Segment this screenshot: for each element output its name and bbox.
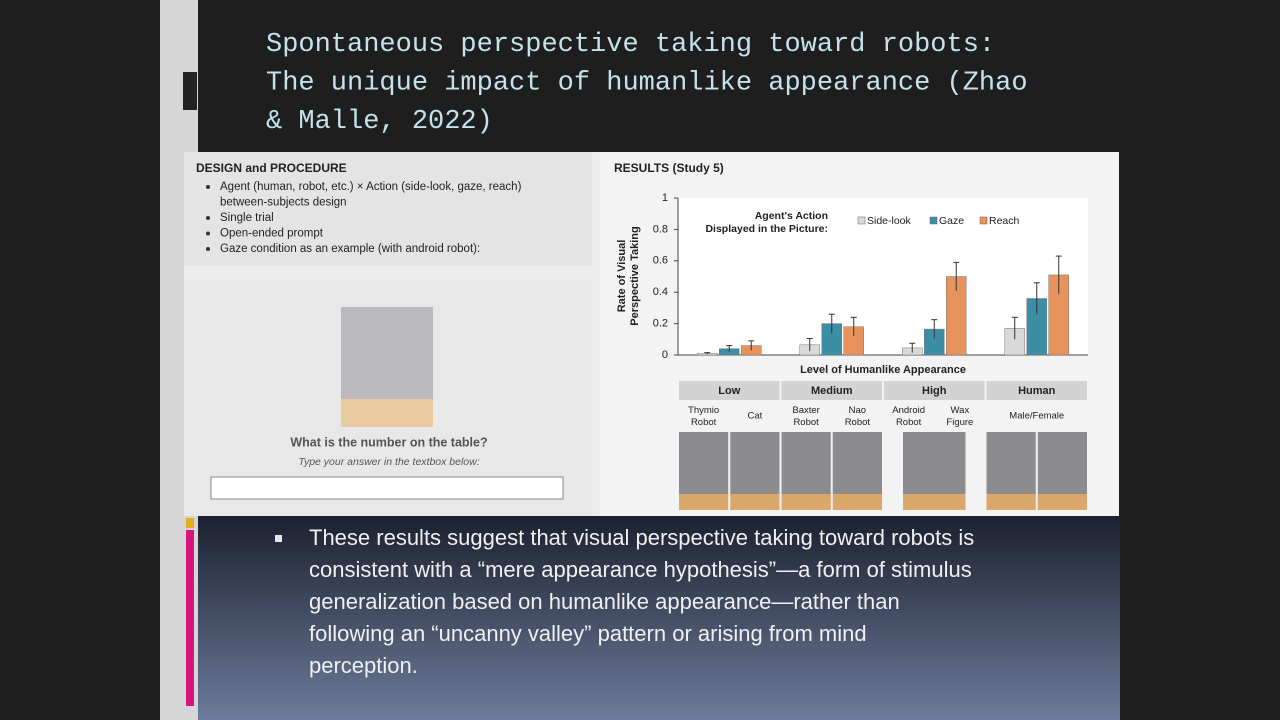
y-tick-label: 0.8 [653,223,668,235]
stimulus-photo [341,307,433,399]
textbox[interactable] [210,476,564,500]
instruction: Type your answer in the textbox below: [298,456,479,468]
bullet-text: These results suggest that visual perspe… [309,525,974,550]
sublabel: Male/Female [1009,411,1064,422]
results-heading: RESULTS (Study 5) [614,161,724,175]
photo-table [679,494,729,510]
category-label: High [922,385,947,397]
sublabel: Android Robot [892,405,925,428]
question: What is the number on the table? [290,435,487,449]
photo-table [986,494,1036,510]
photo-table [781,494,831,510]
legend-swatch [857,216,866,225]
photo-table [730,494,780,510]
photo [1037,432,1087,494]
bottom-panel [198,516,1120,720]
photo [903,432,966,494]
y-tick-label: 1 [662,192,668,204]
photo [832,432,882,494]
design-heading: DESIGN and PROCEDURE [196,161,347,175]
category-label: Low [718,385,740,397]
category-header [986,381,1087,400]
accent-magenta [186,530,194,706]
photo-table [903,494,966,510]
slide-title: & Malle, 2022) [266,107,493,137]
bullet-dot [206,185,210,189]
design-bullet: Gaze condition as an example (with andro… [220,243,480,255]
category-label: Medium [811,385,853,397]
y-axis-label: Rate of Visual [616,240,628,313]
design-bullet: between-subjects design [220,197,347,209]
bullet-text: generalization based on humanlike appear… [309,589,900,614]
legend-swatch [979,216,988,225]
design-panel [184,152,592,266]
photo [730,432,780,494]
bullet-text: consistent with a “mere appearance hypot… [309,557,972,582]
photo [679,432,729,494]
slide-title: The unique impact of humanlike appearanc… [266,69,1028,99]
title-area [198,0,1120,152]
design-bullet: Agent (human, robot, etc.) × Action (sid… [220,181,522,193]
photo-table [832,494,882,510]
bullet-marker [275,535,282,542]
slide-title: Spontaneous perspective taking toward ro… [266,30,995,60]
bullet-text: following an “uncanny valley” pattern or… [309,621,867,646]
bullet-dot [206,216,210,220]
sublabel: Cat [747,411,762,422]
category-header [679,381,780,400]
sublabel: Wax Figure [946,405,973,428]
legend-title: Displayed in the Picture: [705,223,828,235]
design-bullet: Open-ended prompt [220,228,324,240]
y-tick-label: 0.4 [653,286,668,298]
accent-yellow [186,518,194,528]
y-tick-label: 0 [662,349,668,361]
bullet-dot [206,231,210,236]
sublabel: Nao Robot [845,405,871,428]
x-axis-label: Level of Humanlike Appearance [800,364,966,376]
bullet-dot [206,247,210,251]
category-header [781,381,882,400]
legend-label: Gaze [939,215,964,227]
y-axis-label: Perspective Taking [629,226,641,325]
y-tick-label: 0.2 [653,318,668,330]
photo [781,432,831,494]
sublabel: Baxter Robot [792,405,819,428]
category-header [884,381,985,400]
stimulus-table [341,399,433,427]
legend-swatch [929,216,938,225]
legend-title: Agent's Action [755,210,828,222]
category-label: Human [1018,385,1056,397]
sublabel: Thymio Robot [688,405,719,428]
legend-label: Side-look [867,215,912,227]
photo [986,432,1036,494]
photo-table [1037,494,1087,510]
legend-label: Reach [989,215,1020,227]
y-tick-label: 0.6 [653,255,668,267]
bullet-text: perception. [309,653,418,678]
design-bullet: Single trial [220,212,274,224]
decor-block [183,72,197,110]
